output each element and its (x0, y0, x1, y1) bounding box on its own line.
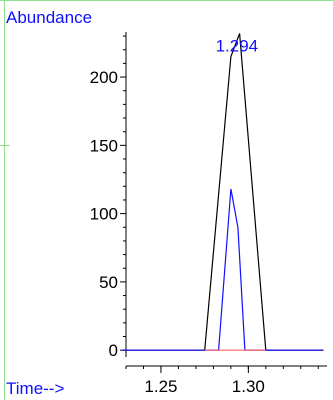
frame-left-border (4, 0, 5, 400)
x-tick-label: 1.25 (144, 377, 177, 396)
y-tick-label: 50 (99, 273, 118, 292)
peak-annotation: 1.294 (216, 36, 259, 55)
series-line-2 (122, 188, 324, 351)
x-axis-title: Time--> (6, 379, 64, 398)
series-line-1 (122, 33, 324, 351)
y-axis-title: Abundance (6, 8, 92, 27)
y-tick-label: 150 (90, 136, 118, 155)
x-tick-label: 1.30 (232, 377, 265, 396)
y-tick-label: 0 (109, 341, 118, 360)
y-tick-label: 100 (90, 205, 118, 224)
y-tick-label: 200 (90, 68, 118, 87)
frame-top-border (0, 0, 333, 1)
frame-divider (0, 145, 10, 146)
